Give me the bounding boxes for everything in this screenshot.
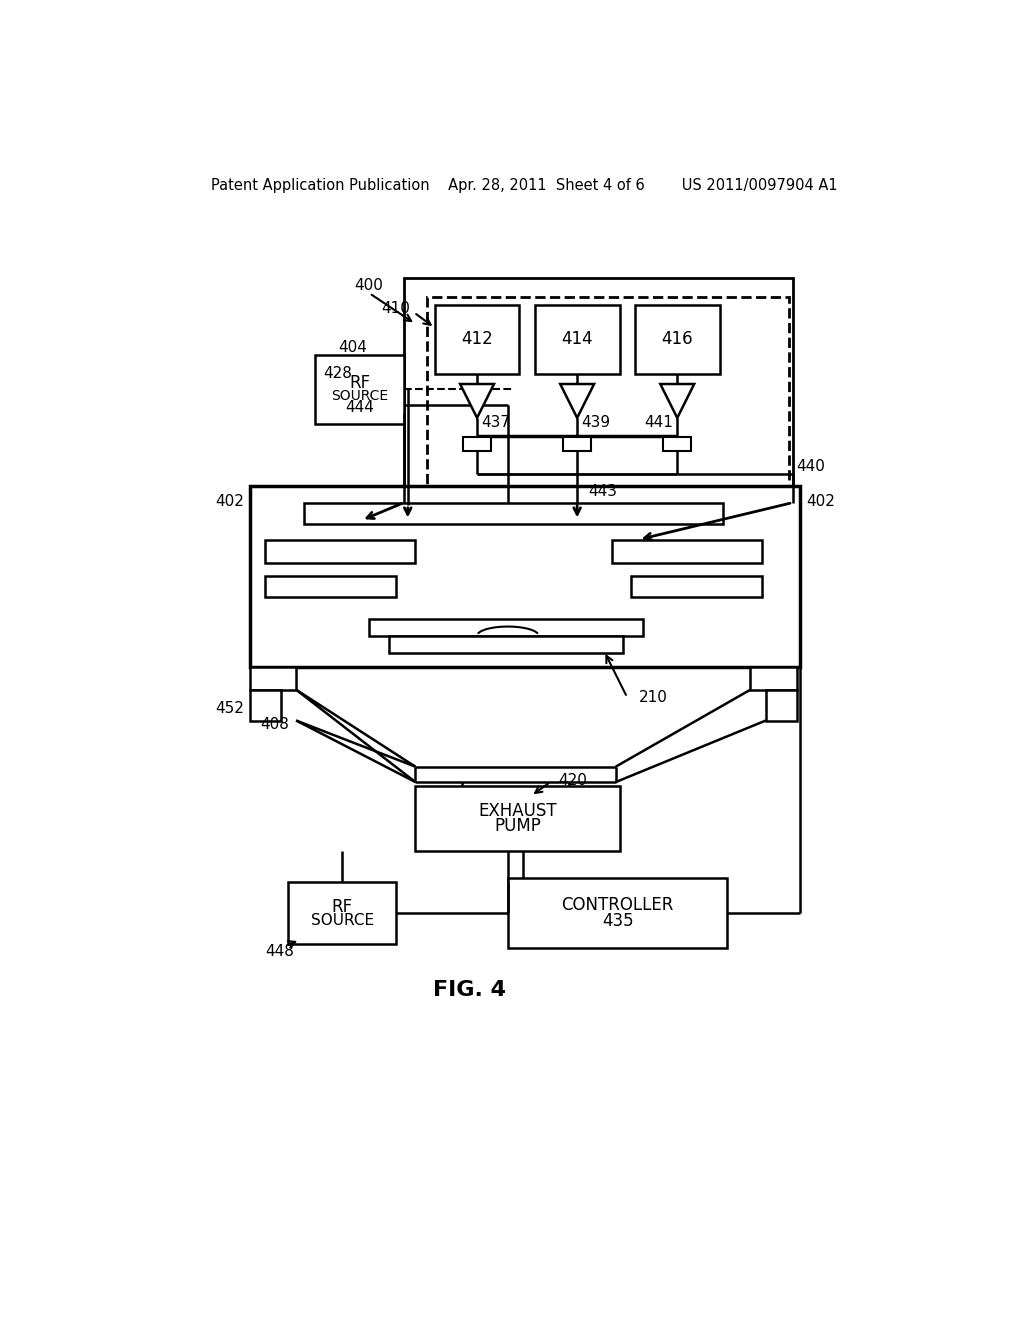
Bar — [250, 486, 801, 667]
Bar — [463, 437, 490, 451]
Bar — [265, 540, 416, 562]
Text: Patent Application Publication    Apr. 28, 2011  Sheet 4 of 6        US 2011/009: Patent Application Publication Apr. 28, … — [212, 178, 838, 193]
Bar — [315, 355, 403, 424]
Text: 404: 404 — [339, 339, 368, 355]
Text: 439: 439 — [581, 414, 610, 430]
Text: 437: 437 — [481, 414, 510, 430]
Text: PUMP: PUMP — [494, 817, 541, 836]
Text: 400: 400 — [354, 279, 383, 293]
Bar — [250, 667, 296, 689]
Bar — [766, 689, 797, 721]
Bar — [427, 297, 788, 486]
Bar — [508, 878, 727, 948]
Bar — [370, 619, 643, 636]
Bar — [635, 305, 720, 374]
Text: 441: 441 — [644, 414, 674, 430]
Text: 414: 414 — [561, 330, 593, 348]
Bar — [535, 305, 620, 374]
Polygon shape — [560, 384, 594, 418]
Bar — [388, 636, 624, 653]
Text: RF: RF — [349, 375, 371, 392]
Text: 420: 420 — [558, 774, 587, 788]
Bar — [403, 277, 793, 490]
Bar — [416, 785, 620, 851]
Text: 452: 452 — [216, 701, 245, 717]
Text: 448: 448 — [265, 944, 294, 960]
Text: RF: RF — [332, 898, 353, 916]
Text: EXHAUST: EXHAUST — [478, 803, 557, 820]
Text: FIG. 4: FIG. 4 — [433, 979, 506, 1001]
Text: 428: 428 — [323, 367, 352, 381]
Text: 412: 412 — [461, 330, 493, 348]
Bar — [435, 305, 519, 374]
Text: 444: 444 — [345, 400, 374, 416]
Bar — [289, 882, 396, 944]
Polygon shape — [660, 384, 694, 418]
Text: 408: 408 — [260, 717, 289, 731]
Text: 402: 402 — [806, 494, 835, 508]
Bar — [751, 667, 797, 689]
Text: 410: 410 — [381, 301, 410, 315]
Text: 440: 440 — [797, 459, 825, 474]
Text: SOURCE: SOURCE — [331, 388, 388, 403]
Bar — [304, 503, 724, 524]
Text: 435: 435 — [602, 912, 634, 929]
Bar — [664, 437, 691, 451]
Bar — [611, 540, 762, 562]
Bar — [250, 689, 281, 721]
Text: CONTROLLER: CONTROLLER — [561, 896, 674, 915]
Bar — [563, 437, 591, 451]
Text: 443: 443 — [589, 483, 617, 499]
Text: SOURCE: SOURCE — [310, 913, 374, 928]
Bar — [265, 576, 396, 598]
Text: 416: 416 — [662, 330, 693, 348]
Text: 402: 402 — [216, 494, 245, 508]
Text: 210: 210 — [639, 690, 668, 705]
Polygon shape — [460, 384, 494, 418]
Bar — [631, 576, 762, 598]
